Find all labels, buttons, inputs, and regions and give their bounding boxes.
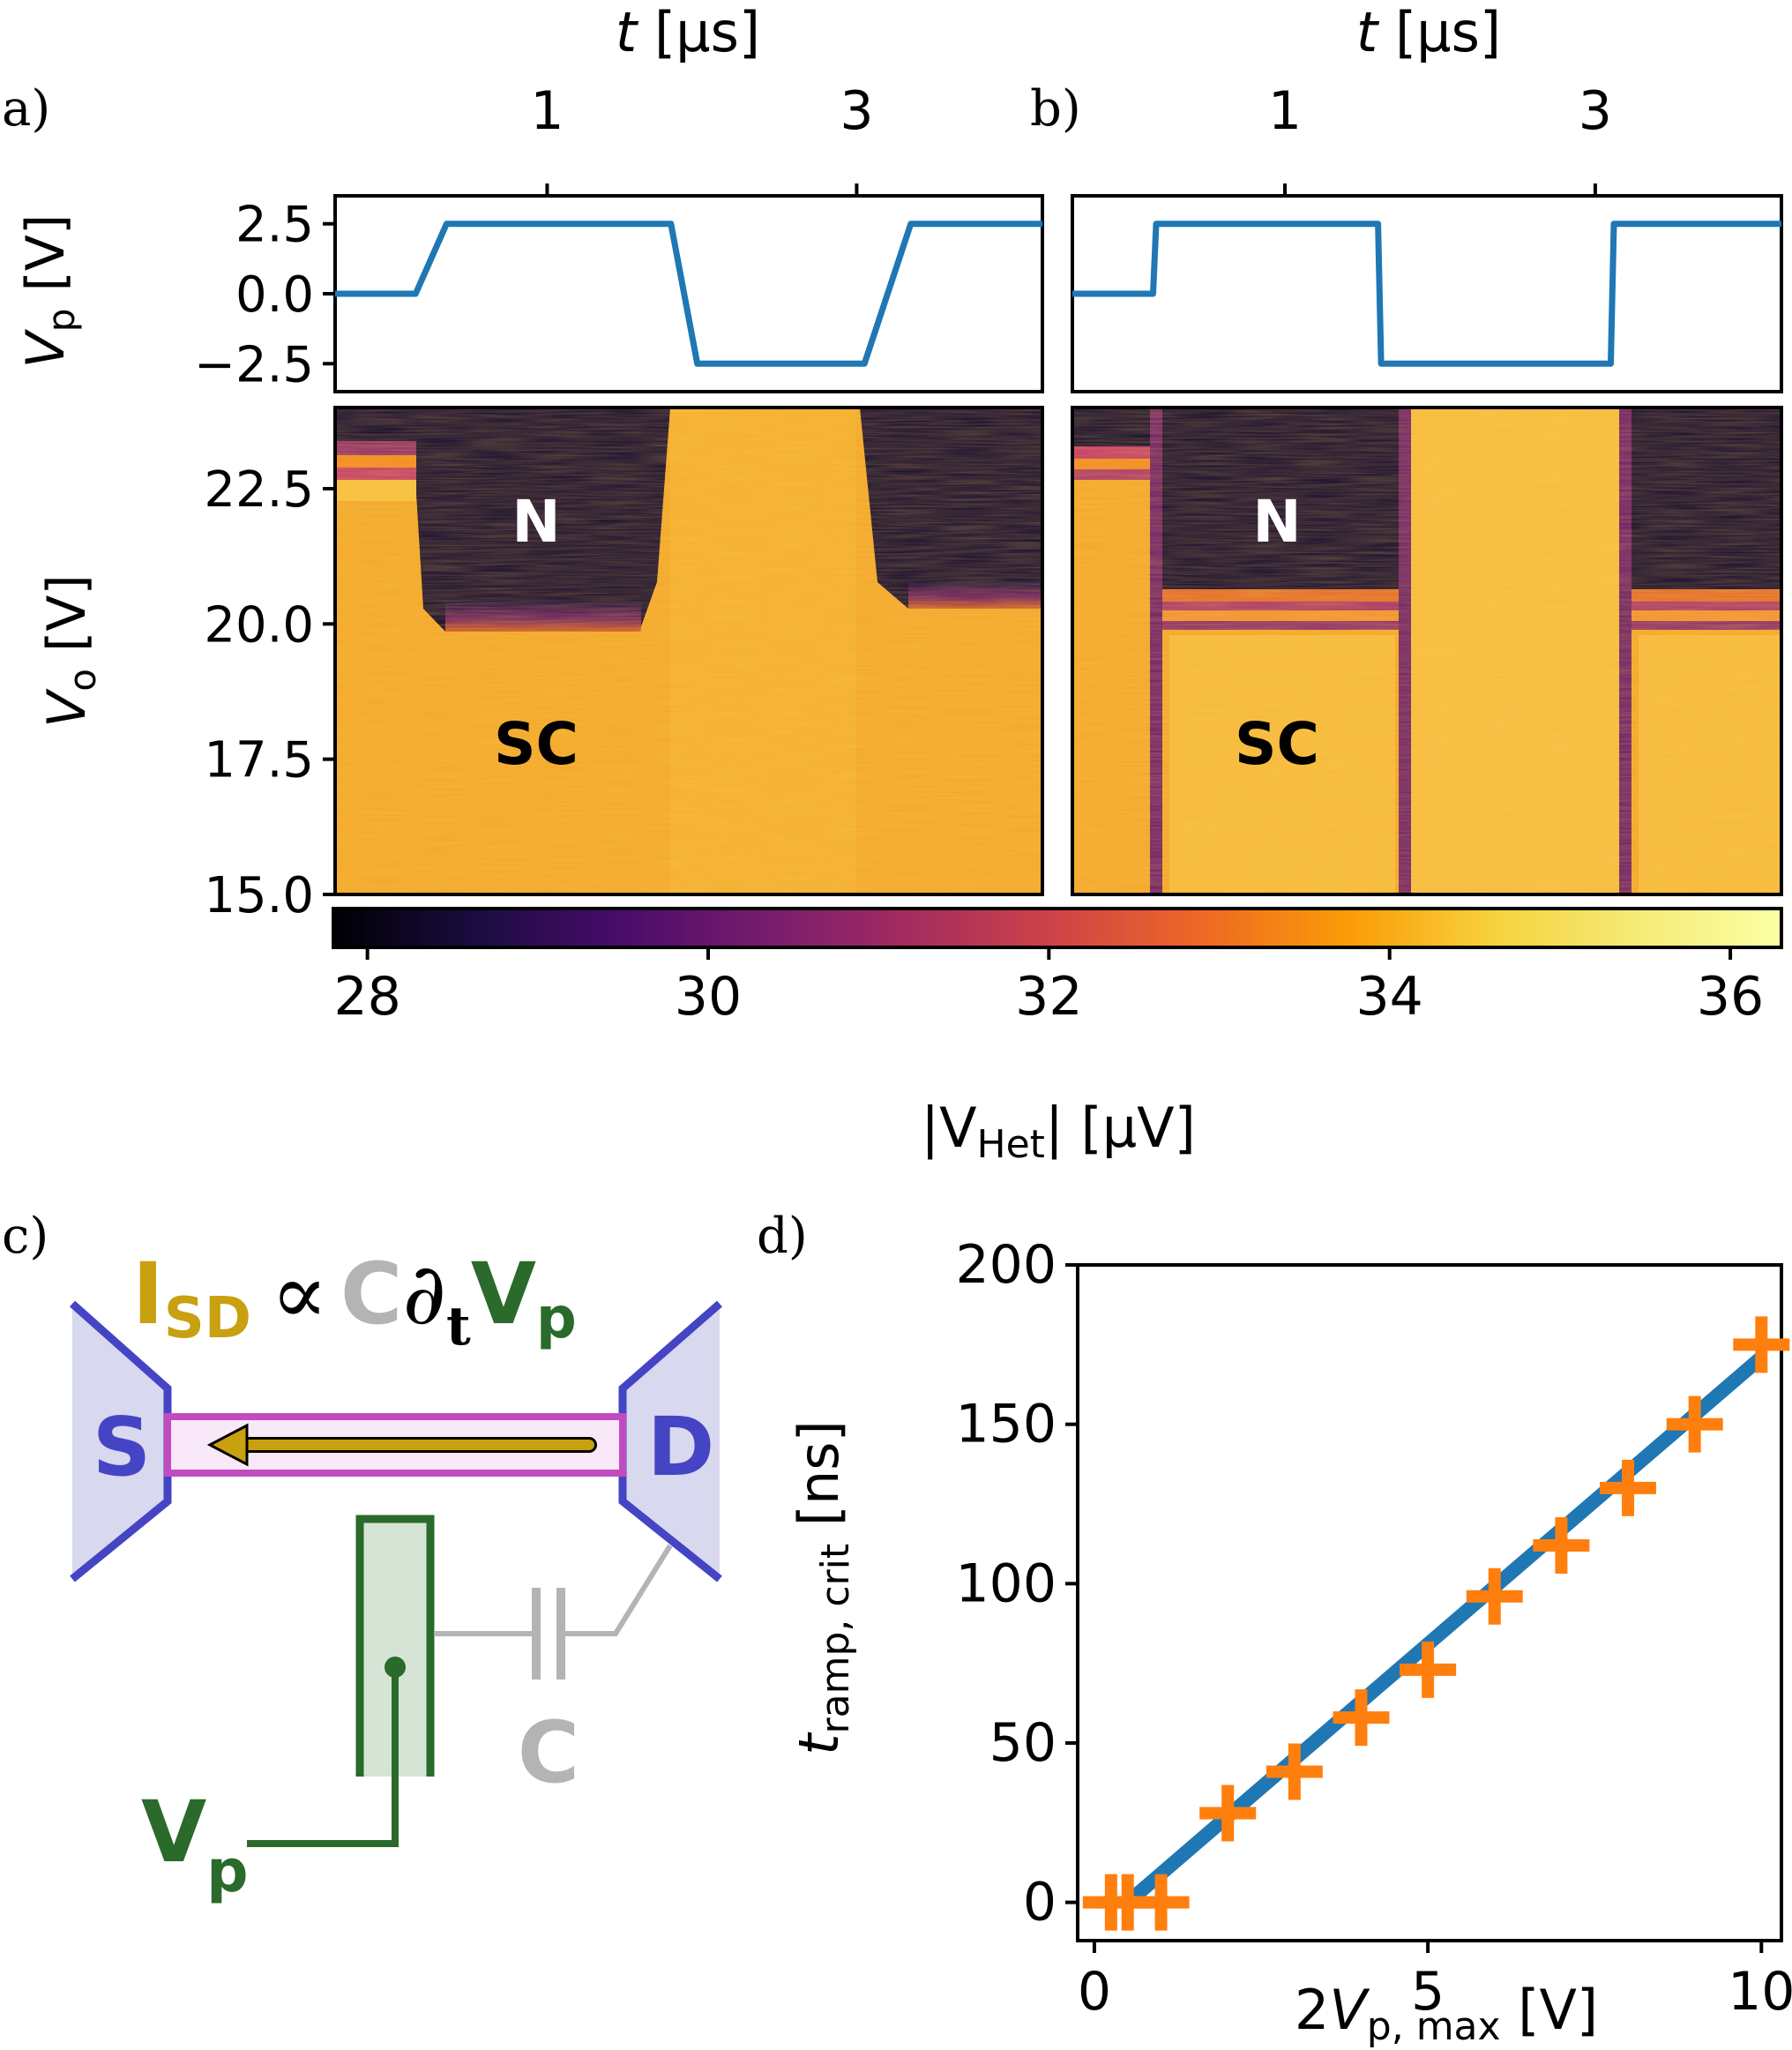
panel-a-time-tick-label: 1 — [530, 80, 564, 142]
drain-label: D — [647, 1400, 714, 1494]
panel-a-vp-axis-label: Vp [V] — [15, 214, 83, 369]
gate-lead — [247, 1667, 399, 1847]
panel-a-heatmap: N SC — [335, 408, 1042, 894]
panel-d-data-point — [1733, 1316, 1790, 1373]
panel-a-vo-tick-label: 17.5 — [204, 732, 314, 789]
panel-d-y-tick-label: 100 — [955, 1552, 1057, 1614]
colorbar-tick-label: 34 — [1356, 966, 1423, 1028]
panel-d-y-tick-label: 200 — [955, 1234, 1057, 1296]
colorbar-tick-label: 30 — [675, 966, 742, 1028]
panel-a-vp-tick-label: 0.0 — [235, 266, 314, 324]
panel-a-vo-axis-label: Vo [V] — [36, 574, 104, 728]
panel-label-d: d) — [757, 1208, 808, 1265]
panel-d-data-point — [1533, 1516, 1590, 1574]
colorbar-tick-label: 28 — [333, 966, 400, 1028]
panel-b-normal-label: N — [1252, 488, 1301, 556]
panel-a-vo-tick-label: 22.5 — [204, 461, 314, 519]
panel-d-x-tick-label: 5 — [1411, 1961, 1445, 2023]
circuit-equation: ISD ∝ C∂tVp — [132, 1245, 577, 1358]
panel-b-heatmap-frame — [1071, 406, 1783, 896]
panel-a-vp-tick-label: 2.5 — [235, 197, 314, 254]
colorbar: 28 30 32 34 36 |VHet| [µV] — [332, 907, 1783, 1167]
panel-d-data-point — [1400, 1641, 1457, 1698]
panel-d-data-point — [1600, 1459, 1657, 1516]
panel-a-vp-tick-label: −2.5 — [194, 336, 314, 393]
drain-contact — [623, 1304, 720, 1579]
panel-a-vo-tick-label: 20.0 — [204, 596, 314, 654]
panel-b-time-tick-label: 1 — [1268, 80, 1302, 142]
coupling-capacitor — [434, 1544, 673, 1680]
gate-voltage-label: Vp — [141, 1783, 249, 1905]
panel-d-y-axis-label: tramp, crit [ns] — [787, 1420, 858, 1755]
panel-a-sc-label: SC — [494, 710, 579, 778]
panel-label-a: a) — [2, 80, 50, 138]
source-label: S — [93, 1400, 151, 1494]
panel-d-data-point — [1666, 1395, 1723, 1453]
panel-d-y-tick-label: 0 — [1023, 1872, 1057, 1934]
panel-d-data-point — [1199, 1784, 1257, 1842]
panel-d-y-tick-label: 150 — [955, 1394, 1057, 1455]
panel-b-time-axis-label: t [µs] — [1356, 0, 1501, 64]
panel-a-normal-label: N — [511, 488, 560, 556]
panel-d-y-tick-label: 50 — [989, 1712, 1057, 1774]
capacitor-label: C — [518, 1703, 579, 1802]
panel-b-time-tick-label: 3 — [1579, 80, 1612, 142]
panel-d-frame — [1076, 1263, 1783, 1942]
colorbar-tick-label: 36 — [1697, 966, 1764, 1028]
panel-d-data-point — [1132, 1874, 1190, 1931]
panel-a-vo-tick-label: 15.0 — [204, 867, 314, 924]
panel-d-data-point — [1333, 1689, 1390, 1747]
colorbar-label: |VHet| [µV] — [921, 1096, 1196, 1167]
panel-d-data-point — [1466, 1567, 1523, 1625]
panel-d-x-axis-label: 2Vp, max [V] — [1295, 1978, 1598, 2049]
panel-b-voltage-trace: 1 3 t [µs] — [1071, 0, 1783, 393]
colorbar-tick-label: 32 — [1015, 966, 1082, 1028]
panel-label-c: c) — [2, 1208, 49, 1265]
panel-a-heatmap-frame — [333, 406, 1044, 896]
current-arrow-head — [206, 1423, 249, 1467]
panel-a-vp-series-line — [335, 221, 1042, 367]
panel-a-time-axis-label: t [µs] — [616, 0, 760, 64]
panel-d-x-tick-label: 10 — [1728, 1961, 1792, 2023]
panel-b-heatmap: N SC — [1072, 408, 1781, 894]
colorbar-gradient — [332, 907, 1783, 949]
panel-a-time-tick-label: 3 — [840, 80, 873, 142]
panel-b-sc-label: SC — [1235, 710, 1319, 778]
panel-a-voltage-trace: 1 3 2.5 0.0 −2.5 t [µs] Vp [V] — [15, 0, 1044, 393]
panel-label-b: b) — [1030, 80, 1081, 138]
panel-c-circuit: ISD ∝ C∂tVp S D Vp C — [70, 1245, 722, 1905]
panel-d-data-point — [1266, 1743, 1323, 1800]
panel-b-vp-series-line — [1072, 221, 1781, 367]
panel-d-x-tick-label: 0 — [1078, 1961, 1111, 2023]
